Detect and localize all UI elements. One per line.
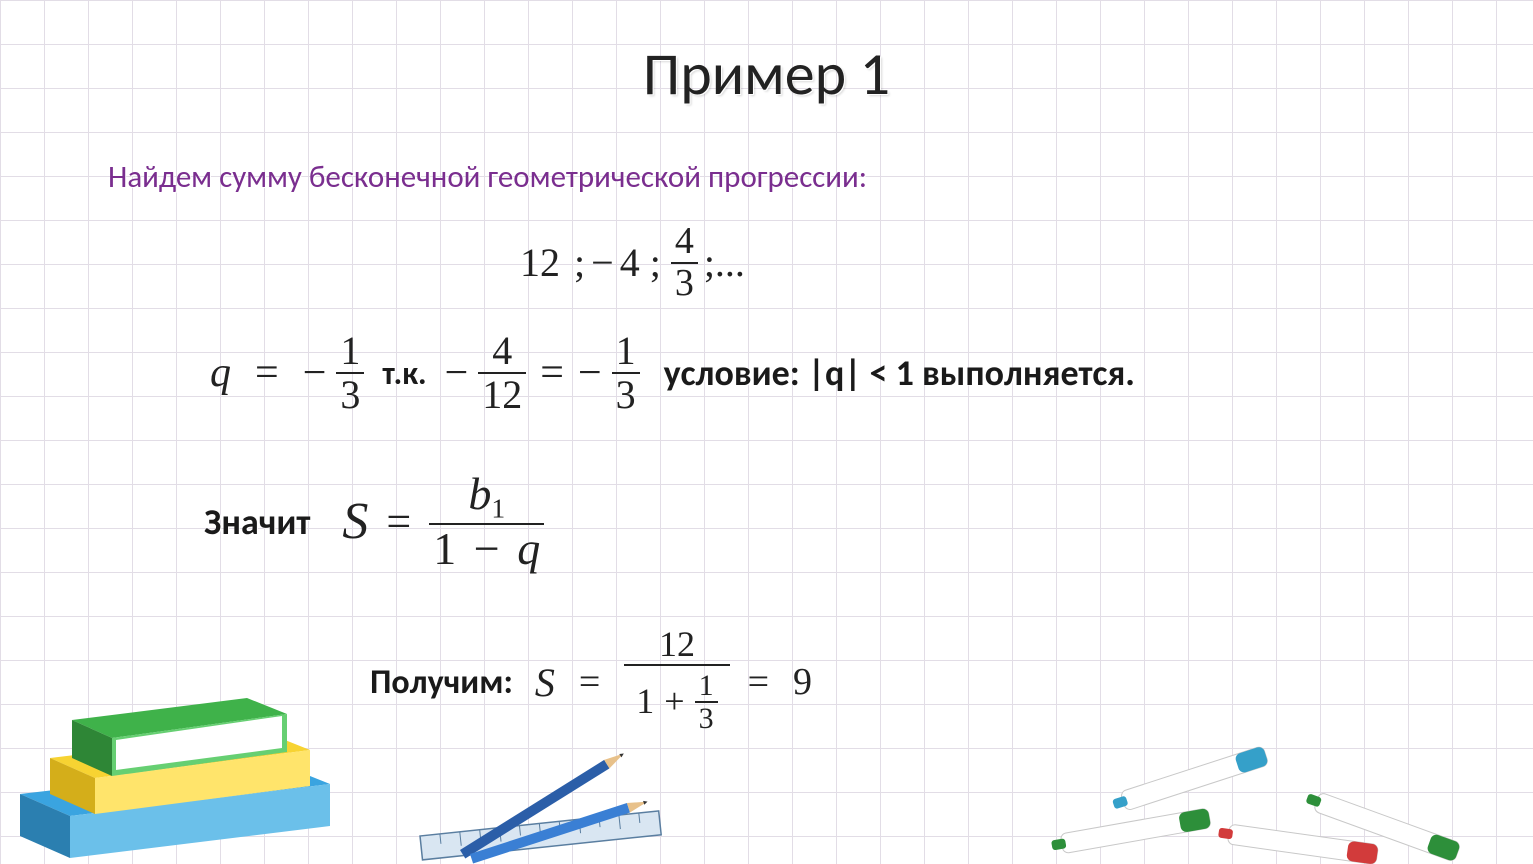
seq-t1: 12 bbox=[520, 239, 560, 286]
slide: Пример 1 Найдем сумму бесконечной геомет… bbox=[0, 0, 1533, 864]
seq-t3-num: 4 bbox=[671, 222, 698, 262]
result-line: Получим: S = 12 1 + 1 3 = 9 bbox=[370, 626, 812, 739]
ratio-r-num: 1 bbox=[336, 330, 364, 372]
formula-b-sub: 1 bbox=[491, 492, 505, 523]
ratio-r-den: 3 bbox=[336, 372, 364, 416]
ratio-line: q = − 1 3 т.к. − 4 12 = − 1 3 условие: |… bbox=[210, 330, 1135, 416]
ratio-calc-frac: 4 12 bbox=[478, 330, 526, 416]
formula-q: q bbox=[517, 523, 540, 574]
result-den: 1 + 1 3 bbox=[624, 664, 729, 739]
formula-num: b1 bbox=[464, 470, 509, 523]
markers-icon bbox=[1050, 746, 1461, 864]
result-eq2: = bbox=[748, 660, 769, 704]
ratio-frac1: 1 3 bbox=[336, 330, 364, 416]
ratio-r-num2: 1 bbox=[612, 330, 640, 372]
ratio-minus2: − bbox=[445, 349, 469, 397]
seq-t2-sign: − bbox=[591, 239, 614, 286]
ratio-eq2: = bbox=[540, 349, 564, 397]
ruler-icon bbox=[420, 811, 661, 860]
formula-S: S bbox=[342, 492, 368, 551]
ratio-calc-den: 12 bbox=[478, 372, 526, 416]
formula-den: 1 − q bbox=[429, 523, 544, 573]
formula-one: 1 bbox=[433, 523, 456, 574]
formula-eq: = bbox=[386, 496, 411, 547]
seq-t3-den: 3 bbox=[671, 262, 698, 304]
formula-minus: − bbox=[474, 523, 500, 574]
condition-text: условие: |q| < 1 выполняется. bbox=[664, 351, 1135, 395]
result-inner-num: 1 bbox=[695, 670, 718, 702]
pencils-icon bbox=[460, 749, 649, 863]
result-plus: + bbox=[664, 683, 684, 721]
ratio-frac2: 1 3 bbox=[612, 330, 640, 416]
seq-tail: ;... bbox=[704, 239, 745, 286]
formula-frac: b1 1 − q bbox=[429, 470, 544, 574]
formula-b: b bbox=[468, 468, 491, 519]
ratio-minus3: − bbox=[578, 349, 602, 397]
ratio-minus1: − bbox=[303, 349, 327, 397]
seq-sep2: ; bbox=[650, 239, 661, 286]
books-icon bbox=[20, 698, 330, 858]
result-top: 12 bbox=[635, 626, 719, 664]
result-one: 1 bbox=[636, 683, 654, 721]
result-eq1: = bbox=[579, 660, 600, 704]
result-label: Получим: bbox=[370, 662, 513, 703]
sequence-line: 12 ; − 4 ; 4 3 ;... bbox=[520, 222, 745, 304]
result-S: S bbox=[535, 659, 555, 706]
formula-line: Значит S = b1 1 − q bbox=[204, 470, 544, 574]
ratio-r-den2: 3 bbox=[612, 372, 640, 416]
result-answer: 9 bbox=[793, 660, 812, 704]
seq-t3-frac: 4 3 bbox=[671, 222, 698, 304]
tk-label: т.к. bbox=[382, 354, 426, 393]
formula-label: Значит bbox=[204, 500, 310, 544]
result-inner-frac: 1 3 bbox=[695, 670, 718, 735]
ratio-calc-num: 4 bbox=[488, 330, 516, 372]
slide-subtitle: Найдем сумму бесконечной геометрической … bbox=[108, 158, 867, 196]
seq-sep1: ; bbox=[574, 239, 585, 286]
result-frac: 12 1 + 1 3 bbox=[624, 626, 729, 739]
ratio-var: q bbox=[210, 349, 231, 397]
result-inner-den: 3 bbox=[695, 701, 718, 735]
seq-t2: 4 bbox=[620, 239, 640, 286]
ratio-eq1: = bbox=[255, 349, 279, 397]
slide-title: Пример 1 bbox=[0, 38, 1533, 111]
